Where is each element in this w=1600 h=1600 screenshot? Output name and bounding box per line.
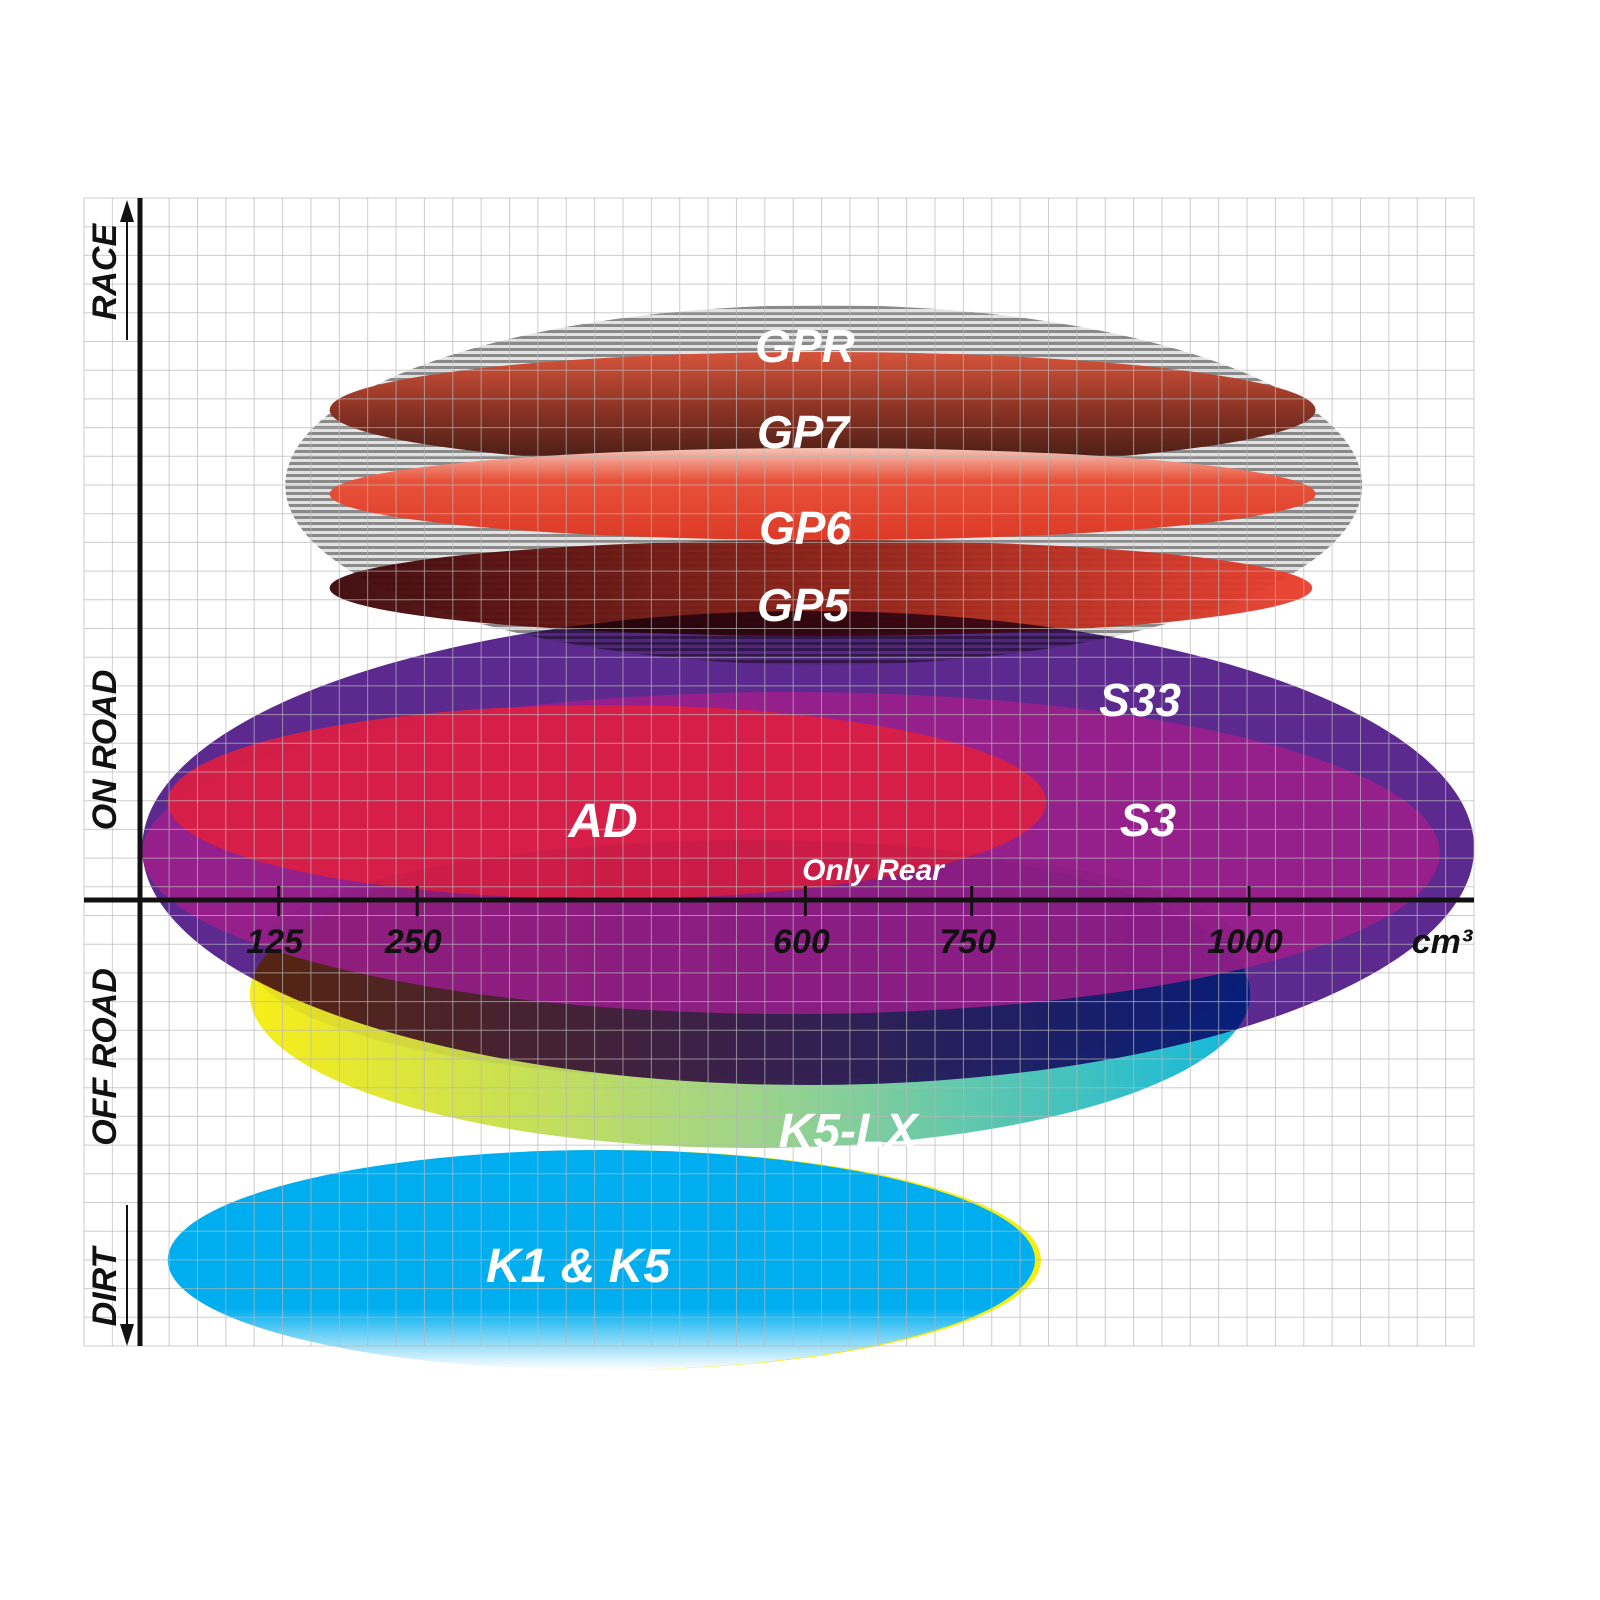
product-label-ad: AD <box>567 795 637 848</box>
race-arrow-icon <box>120 200 134 222</box>
product-label-s33: S33 <box>1099 674 1181 726</box>
only-rear-annotation: Only Rear <box>802 854 946 887</box>
ellipse-gp7 <box>329 352 1316 468</box>
product-label-gp5: GP5 <box>757 579 850 631</box>
grid <box>83 197 1475 1347</box>
x-axis-unit-label: cm³ <box>1412 923 1474 961</box>
x-tick-label: 750 <box>939 923 996 961</box>
y-category-race: RACE <box>86 223 124 321</box>
ellipse-ad <box>167 705 1047 899</box>
product-label-gpr: GPR <box>755 320 855 372</box>
x-tick-label: 1000 <box>1207 923 1283 961</box>
product-labels: GPR GP7 GP6 GP5 S33 S3 AD K5-LX K1 & K5 Only Rear <box>486 320 1181 1293</box>
product-label-k5-lx: K5-LX <box>779 1105 921 1158</box>
product-label-gp6: GP6 <box>759 502 851 554</box>
dirt-arrow-icon <box>120 1324 134 1346</box>
product-label-k1-k5: K1 & K5 <box>486 1240 671 1293</box>
product-label-gp7: GP7 <box>757 406 851 458</box>
ellipse-gp5 <box>329 540 1313 636</box>
x-tick-label: 125 <box>246 923 304 961</box>
ellipse-gp6 <box>329 448 1316 540</box>
y-category-on-road: ON ROAD <box>86 670 124 831</box>
y-category-dirt: DIRT <box>86 1244 124 1326</box>
axes: 125 250 600 750 1000 cm³ RACE ON ROAD OFF ROAD DI… <box>84 198 1474 1346</box>
x-tick-label: 250 <box>384 923 442 961</box>
y-category-off-road: OFF ROAD <box>86 968 124 1146</box>
product-label-s3: S3 <box>1120 794 1177 846</box>
x-tick-label: 600 <box>773 923 830 961</box>
